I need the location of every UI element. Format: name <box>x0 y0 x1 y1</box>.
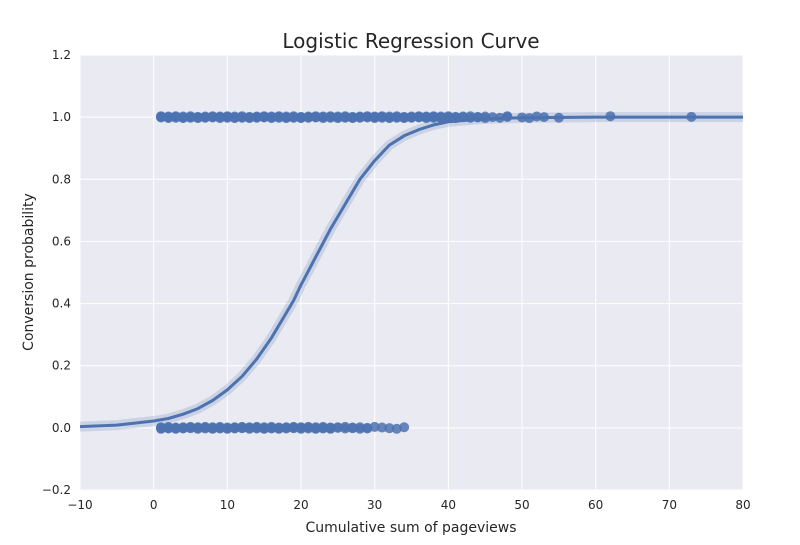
scatter-point <box>310 112 321 123</box>
chart-title: Logistic Regression Curve <box>282 29 539 53</box>
scatter-point <box>354 422 365 433</box>
scatter-point <box>340 421 351 432</box>
scatter-point <box>310 422 321 433</box>
scatter-point <box>192 422 203 433</box>
scatter-point <box>244 422 255 433</box>
scatter-point <box>229 111 240 122</box>
scatter-point <box>156 422 167 433</box>
x-tick-label: 30 <box>367 498 382 512</box>
scatter-point <box>273 111 284 122</box>
x-tick-label: 0 <box>150 498 158 512</box>
y-tick-label: 0.2 <box>52 359 71 373</box>
scatter-point <box>325 111 336 122</box>
scatter-point <box>347 423 358 434</box>
scatter-point <box>318 112 329 123</box>
y-tick-label: 1.2 <box>52 48 71 62</box>
scatter-point <box>156 112 167 123</box>
scatter-point <box>384 423 395 434</box>
scatter-point <box>178 111 189 122</box>
scatter-point <box>399 422 410 433</box>
scatter-point <box>281 111 292 122</box>
scatter-point <box>435 111 446 122</box>
data-marks <box>79 111 743 434</box>
plot-background <box>80 55 743 490</box>
x-tick-label: 10 <box>220 498 235 512</box>
scatter-point <box>428 111 439 122</box>
y-tick-label: 0.6 <box>52 234 71 248</box>
scatter-point <box>207 422 218 433</box>
x-axis-label: Cumulative sum of pageviews <box>305 520 516 536</box>
scatter-point <box>214 112 225 123</box>
scatter-point <box>296 422 306 433</box>
scatter-point <box>369 421 380 432</box>
scatter-point <box>200 422 211 433</box>
y-tick-label: 0.0 <box>52 421 71 435</box>
x-tick-label: 20 <box>293 498 308 512</box>
scatter-point <box>332 111 343 122</box>
x-tick-label: 80 <box>735 498 750 512</box>
scatter-point <box>237 423 248 434</box>
scatter-point <box>207 112 218 123</box>
x-tick-label: 50 <box>514 498 529 512</box>
scatter-point <box>170 111 181 122</box>
scatter-point <box>384 111 395 122</box>
scatter-point <box>377 111 388 122</box>
scatter-point <box>288 423 299 434</box>
tick-labels: −10 0 10 20 30 40 50 60 70 80 −0.2 0.0 0.2 0.4 0.6 0.8 1… <box>42 48 751 512</box>
scatter-point <box>421 112 432 123</box>
scatter-point <box>413 112 424 123</box>
x-tick-label: 60 <box>588 498 603 512</box>
y-axis-label: Conversion probability <box>21 193 37 351</box>
scatter-point <box>185 423 196 434</box>
y-tick-label: −0.2 <box>42 483 71 497</box>
scatter-point <box>251 422 262 433</box>
x-tick-label: −10 <box>67 498 92 512</box>
scatter-point <box>377 422 388 433</box>
scatter-point <box>332 422 343 433</box>
scatter-point <box>362 112 373 123</box>
scatter-point <box>222 111 233 122</box>
regression-curve <box>79 115 743 429</box>
x-tick-label: 40 <box>441 498 456 512</box>
x-tick-label: 70 <box>662 498 677 512</box>
scatter-point <box>303 422 314 433</box>
y-tick-label: 1.0 <box>52 110 71 124</box>
scatter-point <box>163 112 174 123</box>
scatter-point <box>369 112 380 123</box>
scatter-point <box>259 422 270 433</box>
grid-lines <box>79 54 744 491</box>
scatter-point <box>266 112 277 123</box>
scatter-point <box>259 112 270 123</box>
y-tick-label: 0.8 <box>52 172 71 186</box>
y-tick-label: 0.4 <box>52 297 71 311</box>
